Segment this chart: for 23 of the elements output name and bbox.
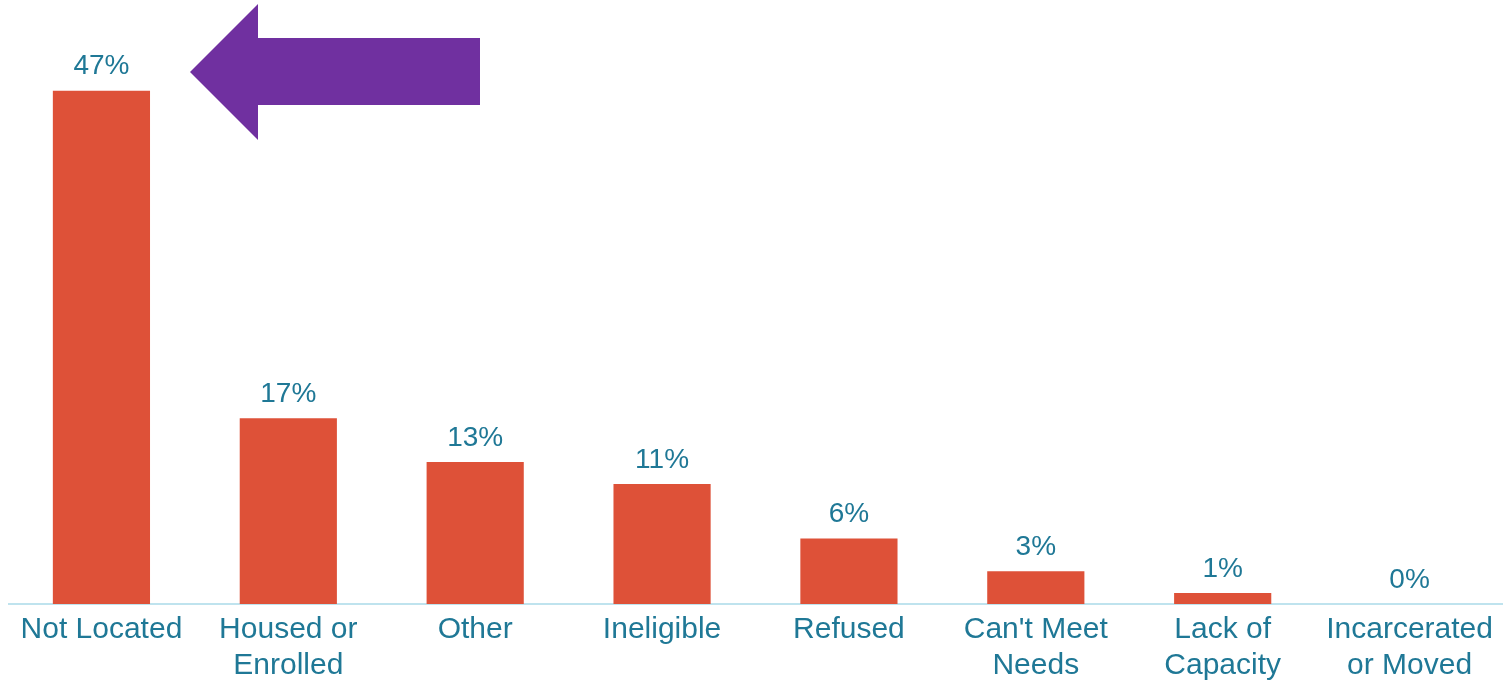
- data-label: 17%: [260, 377, 317, 409]
- bar: [1174, 593, 1272, 604]
- bar: [52, 90, 151, 604]
- data-label: 6%: [828, 497, 870, 529]
- data-label: 3%: [1015, 529, 1057, 561]
- data-label: 0%: [1389, 562, 1430, 594]
- x-tick-label: Incarcerated or Moved: [1326, 611, 1493, 681]
- x-tick-label: Refused: [793, 611, 905, 645]
- data-label: 13%: [447, 420, 504, 452]
- data-label: 47%: [73, 49, 130, 81]
- bar: [239, 418, 337, 604]
- bar: [987, 571, 1085, 604]
- x-tick-label: Ineligible: [602, 611, 722, 645]
- x-tick-label: Housed or Enrolled: [219, 611, 358, 681]
- bar: [613, 483, 711, 604]
- x-tick-label: Not Located: [20, 611, 183, 645]
- x-tick-label: Other: [437, 611, 513, 645]
- bar: [800, 538, 898, 604]
- bar: [426, 462, 524, 604]
- data-label: 11%: [635, 442, 690, 474]
- x-tick-label: Lack of Capacity: [1164, 611, 1282, 681]
- data-label: 1%: [1202, 551, 1243, 583]
- x-tick-label: Can't Meet Needs: [963, 611, 1109, 681]
